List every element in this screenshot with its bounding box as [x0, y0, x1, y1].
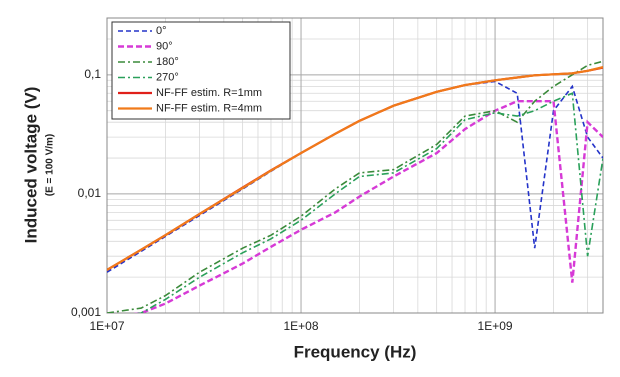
y-axis-label: Induced voltage (V): [21, 87, 40, 244]
plot-area: [107, 60, 603, 313]
series-line: [133, 100, 603, 313]
series-line: [107, 66, 603, 271]
y-tick-label: 0,001: [71, 305, 101, 319]
legend-label: 270°: [156, 71, 179, 83]
x-tick-label: 1E+07: [89, 319, 124, 333]
series-line: [107, 60, 603, 313]
legend-label: NF-FF estim. R=4mm: [156, 102, 262, 114]
series-line: [136, 92, 603, 313]
legend-box: [111, 21, 291, 120]
legend-label: NF-FF estim. R=1mm: [156, 87, 262, 99]
x-tick-label: 1E+08: [284, 319, 319, 333]
x-tick-label: 1E+09: [478, 319, 513, 333]
legend-label: 180°: [156, 56, 179, 68]
legend-label: 0°: [156, 25, 167, 37]
x-axis-label: Frequency (Hz): [294, 342, 417, 361]
y-tick-label: 0,1: [84, 67, 101, 81]
plot-frame: [106, 17, 604, 314]
legend-label: 90°: [156, 40, 173, 52]
y-axis-sublabel: (E = 100 V/m): [45, 134, 56, 197]
y-tick-label: 0,01: [78, 186, 102, 200]
